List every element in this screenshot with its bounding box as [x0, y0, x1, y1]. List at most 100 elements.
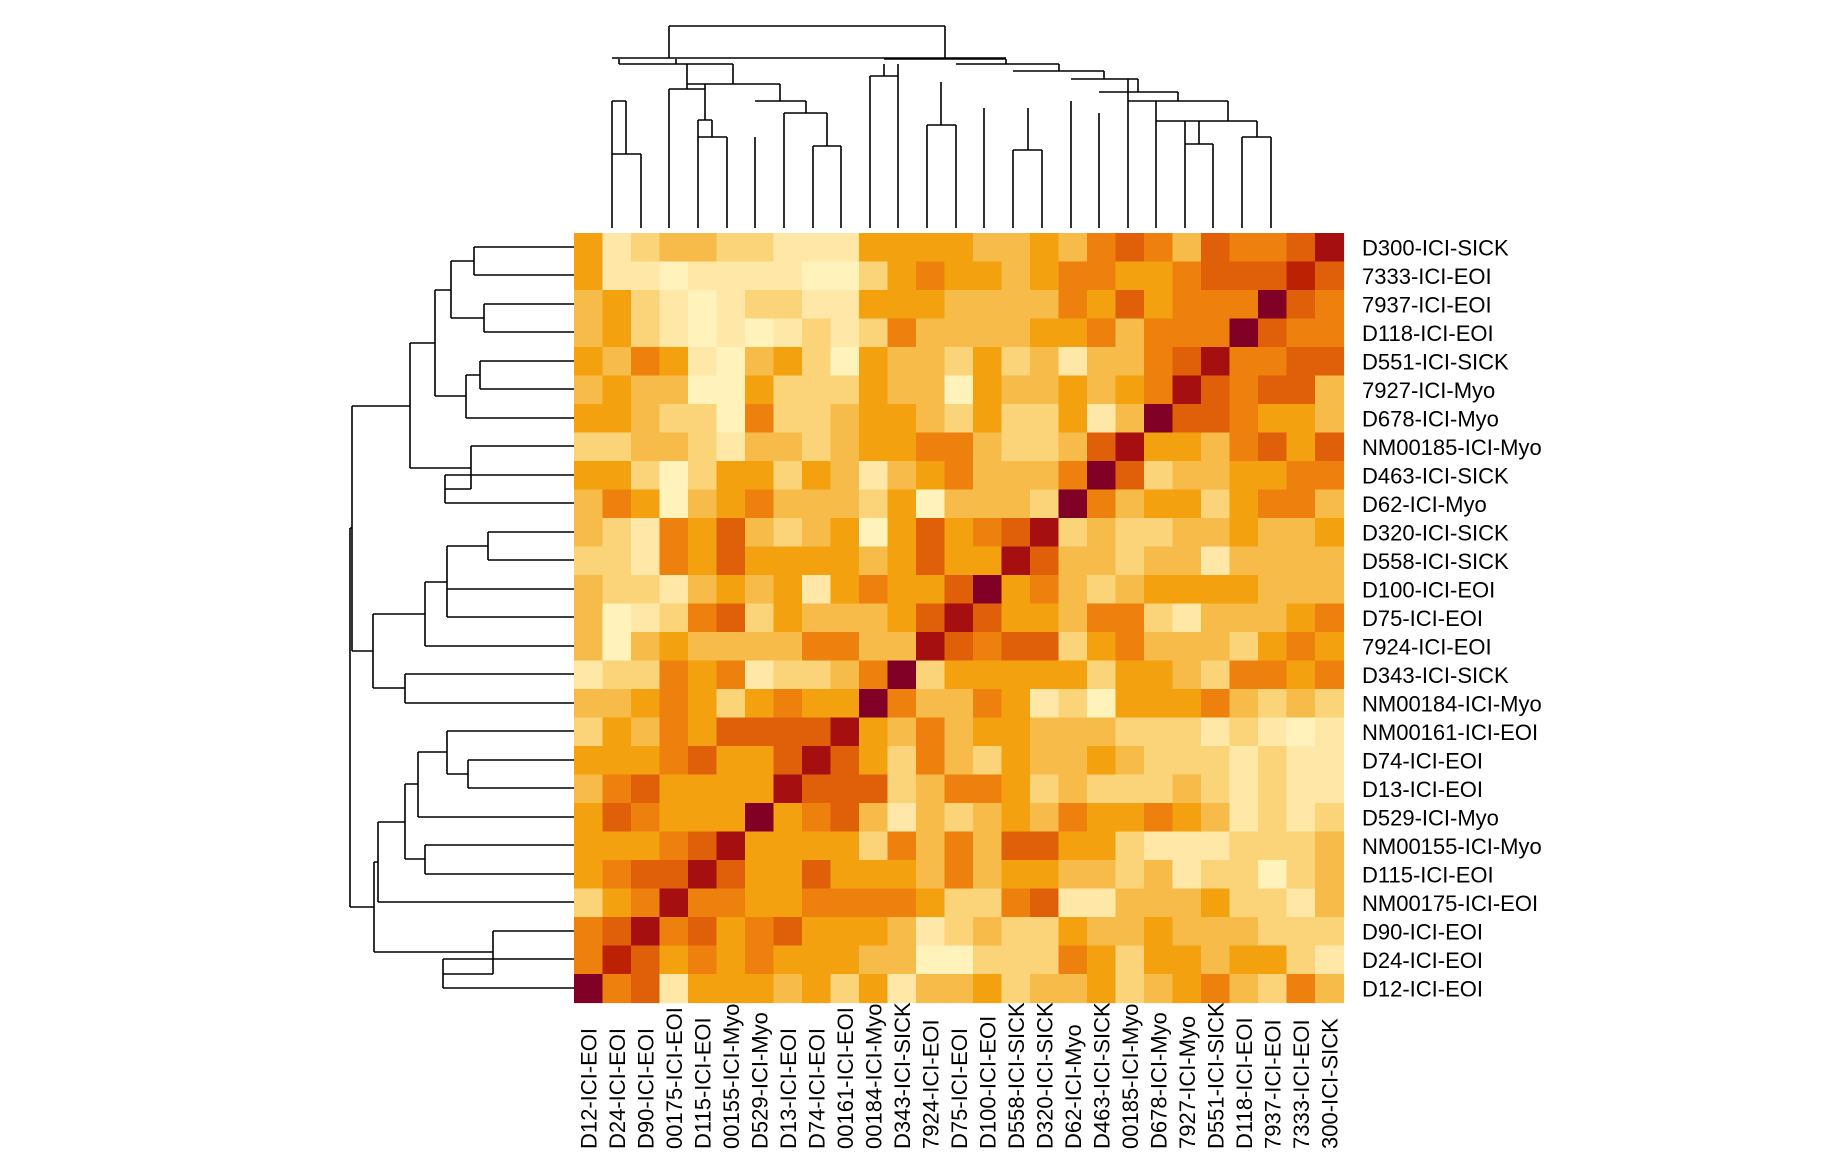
heatmap-cell	[1315, 746, 1345, 776]
heatmap-cell	[631, 603, 661, 633]
heatmap-cell	[859, 774, 889, 804]
heatmap-cell	[1229, 803, 1259, 833]
heatmap-cell	[688, 404, 718, 434]
heatmap-cell	[1115, 318, 1145, 348]
heatmap-cell	[1201, 689, 1231, 719]
heatmap-cell	[1315, 717, 1345, 747]
heatmap-cell	[802, 831, 832, 861]
heatmap-cell	[602, 347, 632, 377]
heatmap-cell	[1315, 546, 1345, 576]
heatmap-cell	[773, 461, 803, 491]
heatmap-cell	[1315, 917, 1345, 947]
heatmap-cell	[659, 945, 689, 975]
heatmap-cell	[659, 603, 689, 633]
heatmap-cell	[1030, 603, 1060, 633]
heatmap-cell	[602, 546, 632, 576]
row-label: D529-ICI-Myo	[1362, 805, 1499, 830]
heatmap-cell	[1144, 518, 1174, 548]
heatmap-cell	[1144, 261, 1174, 291]
heatmap-cell	[1030, 717, 1060, 747]
heatmap-cell	[1030, 746, 1060, 776]
heatmap-cell	[688, 717, 718, 747]
heatmap-cell	[859, 632, 889, 662]
heatmap-cell	[716, 290, 746, 320]
heatmap-cell	[916, 746, 946, 776]
heatmap-cell	[773, 632, 803, 662]
heatmap-cell	[688, 774, 718, 804]
heatmap-cell	[1087, 375, 1117, 405]
row-label: NM00184-ICI-Myo	[1362, 691, 1542, 716]
heatmap-cell	[1115, 831, 1145, 861]
heatmap-cell	[830, 717, 860, 747]
heatmap-cell	[574, 774, 604, 804]
heatmap-cell	[916, 290, 946, 320]
heatmap-cell	[688, 261, 718, 291]
heatmap-cell	[916, 974, 946, 1004]
heatmap-cell	[773, 432, 803, 462]
heatmap-cell	[1144, 632, 1174, 662]
heatmap-cell	[1172, 261, 1202, 291]
heatmap-cell	[1172, 860, 1202, 890]
heatmap-cell	[859, 546, 889, 576]
heatmap-cell	[1172, 404, 1202, 434]
heatmap-cell	[1172, 347, 1202, 377]
heatmap-cell	[1315, 347, 1345, 377]
heatmap-cell	[1172, 803, 1202, 833]
heatmap-cell	[1229, 489, 1259, 519]
heatmap-cell	[1201, 974, 1231, 1004]
heatmap-cell	[745, 803, 775, 833]
heatmap-cell	[602, 432, 632, 462]
heatmap-cell	[1315, 575, 1345, 605]
heatmap-cell	[1172, 546, 1202, 576]
heatmap-cell	[1087, 660, 1117, 690]
heatmap-cell	[773, 546, 803, 576]
heatmap-cell	[659, 375, 689, 405]
heatmap-cell	[1286, 404, 1316, 434]
heatmap-cell	[1286, 917, 1316, 947]
heatmap-cell	[944, 917, 974, 947]
heatmap-cell	[1201, 575, 1231, 605]
column-label: D74-ICI-EOI	[804, 1028, 829, 1149]
heatmap-cell	[773, 774, 803, 804]
heatmap-cell	[602, 689, 632, 719]
heatmap-cell	[1115, 945, 1145, 975]
heatmap-cell	[1058, 746, 1088, 776]
heatmap-cell	[973, 404, 1003, 434]
heatmap-cell	[944, 860, 974, 890]
heatmap-cell	[944, 974, 974, 1004]
heatmap-cell	[1229, 546, 1259, 576]
heatmap-cell	[745, 860, 775, 890]
heatmap-cell	[1115, 803, 1145, 833]
row-label: D558-ICI-SICK	[1362, 549, 1509, 574]
heatmap-cell	[859, 945, 889, 975]
column-label: 7924-ICI-EOI	[918, 1019, 943, 1149]
heatmap-cell	[745, 660, 775, 690]
heatmap-cell	[659, 318, 689, 348]
heatmap-cell	[688, 518, 718, 548]
heatmap-cell	[574, 375, 604, 405]
heatmap-cell	[1030, 945, 1060, 975]
heatmap-cell	[745, 717, 775, 747]
column-dendrogram-branches	[611, 25, 1272, 228]
row-label: D74-ICI-EOI	[1362, 748, 1483, 773]
heatmap-cell	[659, 717, 689, 747]
heatmap-cell	[602, 860, 632, 890]
heatmap-cell	[602, 518, 632, 548]
heatmap-cell	[1030, 803, 1060, 833]
heatmap-cell	[716, 632, 746, 662]
heatmap-cell	[1001, 318, 1031, 348]
heatmap-cell	[688, 888, 718, 918]
row-label: D13-ICI-EOI	[1362, 777, 1483, 802]
heatmap-cell	[973, 575, 1003, 605]
heatmap-cell	[916, 261, 946, 291]
heatmap-cell	[887, 888, 917, 918]
heatmap-cell	[1258, 575, 1288, 605]
heatmap-cell	[602, 803, 632, 833]
heatmap-cell	[1058, 261, 1088, 291]
heatmap-cell	[716, 318, 746, 348]
heatmap-cell	[1058, 803, 1088, 833]
heatmap-cell	[859, 717, 889, 747]
heatmap-cell	[973, 888, 1003, 918]
heatmap-cell	[745, 774, 775, 804]
heatmap-cell	[602, 974, 632, 1004]
